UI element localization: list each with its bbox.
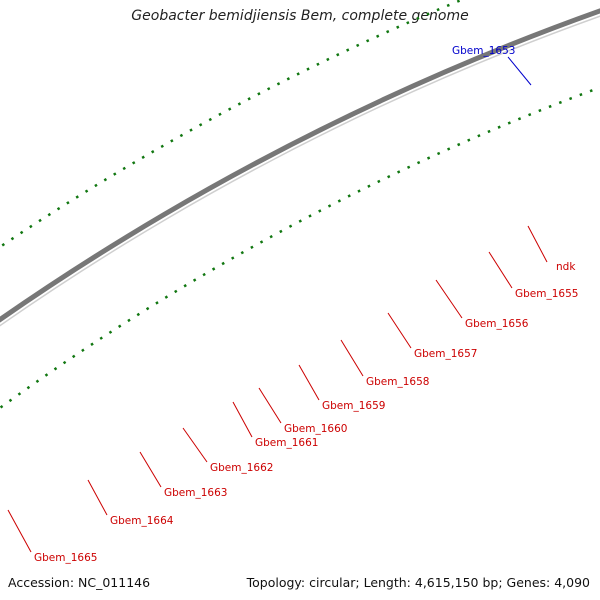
backbone-highlight-line <box>0 15 600 327</box>
backbone-outer-line <box>0 8 600 323</box>
leader-line-Gbem_1655 <box>488 251 513 289</box>
leader-line-Gbem_1653 <box>507 56 532 86</box>
genome-summary-text: Topology: circular; Length: 4,615,150 bp… <box>246 575 590 590</box>
leader-line-ndk <box>527 225 548 263</box>
outer-tick-ring <box>0 0 465 249</box>
gene-label-Gbem_1663: Gbem_1663 <box>164 487 227 499</box>
leader-line-Gbem_1662 <box>182 427 208 463</box>
accession-text: Accession: NC_011146 <box>8 575 151 590</box>
leader-line-Gbem_1659 <box>298 364 320 401</box>
gene-label-ndk: ndk <box>556 261 576 273</box>
gene-label-Gbem_1661: Gbem_1661 <box>255 437 318 449</box>
leader-line-Gbem_1658 <box>340 339 364 377</box>
leader-line-Gbem_1664 <box>87 479 108 516</box>
map-title: Geobacter bemidjiensis Bem, complete gen… <box>131 8 469 24</box>
leader-line-Gbem_1657 <box>387 312 412 349</box>
inner-tick-ring <box>0 86 600 410</box>
gene-label-Gbem_1656: Gbem_1656 <box>465 318 529 330</box>
leader-line-Gbem_1660 <box>258 387 282 424</box>
gene-label-Gbem_1657: Gbem_1657 <box>414 348 477 360</box>
gene-label-Gbem_1660: Gbem_1660 <box>284 423 347 435</box>
leader-line-Gbem_1663 <box>139 451 162 488</box>
gene-label-Gbem_1662: Gbem_1662 <box>210 462 273 474</box>
gene-label-Gbem_1653: Gbem_1653 <box>452 45 515 57</box>
gene-label-Gbem_1664: Gbem_1664 <box>110 515 174 527</box>
gene-label-Gbem_1658: Gbem_1658 <box>366 376 429 388</box>
gene-label-Gbem_1655: Gbem_1655 <box>515 288 578 300</box>
gene-label-Gbem_1659: Gbem_1659 <box>322 400 385 412</box>
leader-line-Gbem_1661 <box>232 401 253 438</box>
leader-line-Gbem_1656 <box>435 279 463 319</box>
leader-line-Gbem_1665 <box>7 509 32 553</box>
gene-label-Gbem_1665: Gbem_1665 <box>34 552 97 564</box>
